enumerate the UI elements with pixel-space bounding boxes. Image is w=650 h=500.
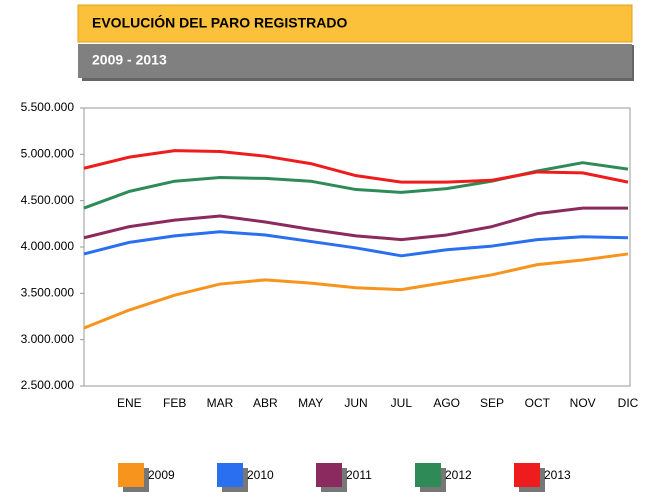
x-tick-label: FEB [163, 396, 186, 410]
y-tick-label: 5.500.000 [21, 100, 75, 114]
y-tick-label: 5.000.000 [21, 147, 75, 161]
x-tick-label: SEP [480, 396, 504, 410]
legend-swatch [415, 463, 441, 487]
y-tick-label: 4.000.000 [21, 239, 75, 253]
series-line [83, 161, 629, 210]
legend-swatch [316, 463, 342, 487]
x-tick-label: DIC [618, 396, 639, 410]
x-tick-label: OCT [525, 396, 551, 410]
series-line [83, 206, 628, 242]
x-tick-label: ABR [253, 396, 278, 410]
subtitle-bar [78, 44, 632, 78]
y-tick-label: 4.500.000 [21, 193, 75, 207]
legend-swatch [217, 463, 243, 487]
legend-label: 2013 [544, 468, 571, 482]
series-line [83, 230, 629, 258]
legend-label: 2011 [346, 468, 372, 482]
x-tick-label: JUL [391, 396, 413, 410]
x-tick-label: JUN [344, 396, 367, 410]
x-tick-label: AGO [433, 396, 460, 410]
legend-swatch [514, 463, 540, 487]
legend-swatch [118, 463, 144, 487]
title-bar [77, 4, 633, 43]
y-tick-label: 3.000.000 [21, 332, 75, 346]
y-tick-label: 3.500.000 [21, 286, 75, 300]
chart-subtitle: 2009 - 2013 [92, 52, 167, 68]
series-line [83, 252, 629, 330]
legend-label: 2009 [148, 468, 175, 482]
y-tick-label: 2.500.000 [21, 378, 75, 392]
x-tick-label: MAR [207, 396, 234, 410]
legend-label: 2012 [445, 468, 472, 482]
x-tick-label: NOV [570, 396, 596, 410]
x-tick-label: MAY [298, 396, 323, 410]
x-tick-label: ENE [117, 396, 142, 410]
series-line [83, 149, 629, 184]
legend-label: 2010 [247, 468, 274, 482]
chart-title: EVOLUCIÓN DEL PARO REGISTRADO [92, 14, 348, 31]
